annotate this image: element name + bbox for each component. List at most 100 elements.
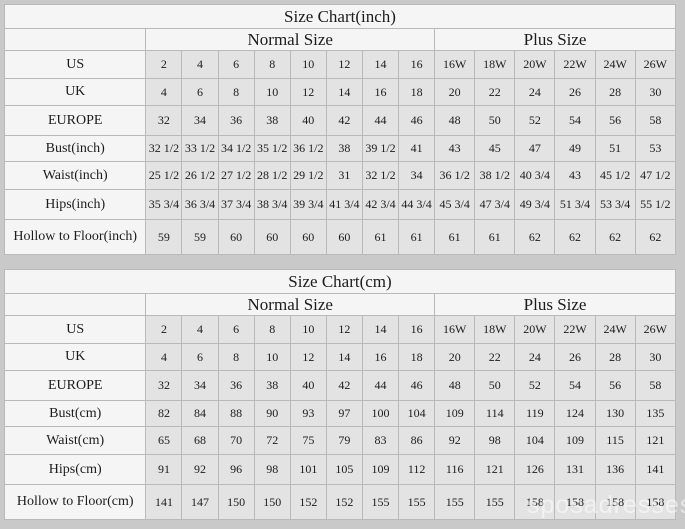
- size-value-cell: 104: [514, 426, 556, 455]
- size-value-cell: 91: [145, 454, 183, 485]
- size-value-cell: 16: [398, 50, 436, 79]
- size-value-cell: 62: [554, 219, 596, 255]
- size-value-cell: 115: [594, 426, 636, 455]
- size-value-cell: 34 1/2: [217, 135, 255, 162]
- size-value-cell: 36: [217, 105, 255, 136]
- size-value-cell: 90: [253, 400, 291, 427]
- row-label: Hips(cm): [3, 454, 147, 485]
- group-header-row: Normal Size Plus Size: [3, 28, 676, 51]
- size-value-cell: 135: [634, 400, 677, 427]
- cm-table-body: US 2 4 6 8 10 12 14 16 16W 18W 20W 22W 24W 26W UK 4 6 8 10 1…: [3, 315, 677, 520]
- size-value-cell: 121: [634, 426, 677, 455]
- size-value-cell: 26: [554, 78, 596, 106]
- size-value-cell: 155: [361, 484, 400, 520]
- size-value-cell: 8: [253, 315, 291, 344]
- size-value-cell: 65: [145, 426, 183, 455]
- size-value-cell: 44: [361, 370, 400, 401]
- table-row: Hips(cm) 91 92 96 98 101 105 109 112 116 121 126 131…: [3, 454, 677, 485]
- size-value-cell: 56: [594, 370, 636, 401]
- table-row: Waist(inch) 25 1/2 26 1/2 27 1/2 28 1/2 29 1/…: [3, 161, 677, 190]
- size-value-cell: 40: [289, 370, 327, 401]
- size-value-cell: 56: [594, 105, 636, 136]
- size-value-cell: 42 3/4: [361, 189, 400, 220]
- size-value-cell: 27 1/2: [217, 161, 255, 190]
- size-value-cell: 131: [554, 454, 596, 485]
- size-value-cell: 8: [217, 343, 255, 371]
- size-value-cell: 96: [217, 454, 255, 485]
- row-label: UK: [3, 78, 147, 106]
- size-value-cell: 60: [325, 219, 363, 255]
- size-value-cell: 28 1/2: [253, 161, 291, 190]
- size-value-cell: 10: [253, 78, 291, 106]
- title-row: Size Chart(cm): [4, 269, 676, 294]
- size-value-cell: 22: [474, 78, 516, 106]
- size-value-cell: 36: [217, 370, 255, 401]
- size-value-cell: 10: [289, 315, 327, 344]
- size-value-cell: 38: [325, 135, 363, 162]
- size-value-cell: 155: [398, 484, 436, 520]
- size-value-cell: 10: [253, 343, 291, 371]
- size-value-cell: 35 1/2: [253, 135, 291, 162]
- table-row: Hollow to Floor(inch) 59 59 60 60 60 60 61 61 61 6…: [3, 219, 677, 255]
- size-value-cell: 18: [398, 343, 436, 371]
- table-title: Size Chart(cm): [4, 269, 676, 294]
- row-label: Bust(inch): [3, 135, 147, 162]
- table-row: Waist(cm) 65 68 70 72 75 79 83 86 92 98 104 109 115 12…: [3, 426, 677, 455]
- size-value-cell: 20W: [514, 50, 556, 79]
- size-value-cell: 50: [474, 105, 516, 136]
- size-value-cell: 40: [289, 105, 327, 136]
- size-value-cell: 104: [398, 400, 436, 427]
- size-value-cell: 34: [181, 105, 219, 136]
- size-value-cell: 39 3/4: [289, 189, 327, 220]
- size-value-cell: 124: [554, 400, 596, 427]
- size-value-cell: 152: [325, 484, 363, 520]
- size-value-cell: 32: [145, 105, 183, 136]
- size-value-cell: 49: [554, 135, 596, 162]
- size-value-cell: 86: [398, 426, 436, 455]
- size-value-cell: 98: [253, 454, 291, 485]
- size-value-cell: 28: [594, 343, 636, 371]
- size-value-cell: 155: [434, 484, 476, 520]
- row-label: Hollow to Floor(inch): [3, 219, 147, 255]
- size-value-cell: 8: [217, 78, 255, 106]
- table-row: UK 4 6 8 10 12 14 16 18 20 22 24 26 28 30: [3, 78, 677, 106]
- size-value-cell: 58: [634, 105, 677, 136]
- size-value-cell: 82: [145, 400, 183, 427]
- table-row: US 2 4 6 8 10 12 14 16 16W 18W 20W 22W 24W 26W: [3, 315, 677, 344]
- corner-cell: [3, 28, 147, 51]
- size-value-cell: 61: [398, 219, 436, 255]
- size-value-cell: 100: [361, 400, 400, 427]
- size-value-cell: 12: [325, 315, 363, 344]
- size-value-cell: 20: [434, 78, 476, 106]
- size-value-cell: 28: [594, 78, 636, 106]
- size-value-cell: 75: [289, 426, 327, 455]
- size-value-cell: 41: [398, 135, 436, 162]
- row-label: US: [3, 50, 147, 79]
- size-value-cell: 52: [514, 370, 556, 401]
- size-value-cell: 79: [325, 426, 363, 455]
- size-value-cell: 49 3/4: [514, 189, 556, 220]
- size-value-cell: 62: [594, 219, 636, 255]
- size-value-cell: 18W: [474, 50, 516, 79]
- row-label: EUROPE: [3, 370, 147, 401]
- size-value-cell: 59: [181, 219, 219, 255]
- size-value-cell: 30: [634, 343, 677, 371]
- size-value-cell: 62: [514, 219, 556, 255]
- size-value-cell: 22: [474, 343, 516, 371]
- size-chart-cm-table: Size Chart(cm) Normal Size Plus Size US 2…: [3, 269, 677, 520]
- size-value-cell: 37 3/4: [217, 189, 255, 220]
- size-value-cell: 98: [474, 426, 516, 455]
- size-value-cell: 2: [145, 315, 183, 344]
- size-value-cell: 114: [474, 400, 516, 427]
- size-value-cell: 68: [181, 426, 219, 455]
- size-value-cell: 158: [554, 484, 596, 520]
- size-value-cell: 62: [634, 219, 677, 255]
- row-label: UK: [3, 343, 147, 371]
- size-value-cell: 4: [145, 78, 183, 106]
- size-value-cell: 16: [361, 343, 400, 371]
- size-value-cell: 6: [181, 78, 219, 106]
- normal-size-header: Normal Size: [145, 293, 436, 316]
- size-value-cell: 20W: [514, 315, 556, 344]
- size-value-cell: 30: [634, 78, 677, 106]
- size-value-cell: 92: [181, 454, 219, 485]
